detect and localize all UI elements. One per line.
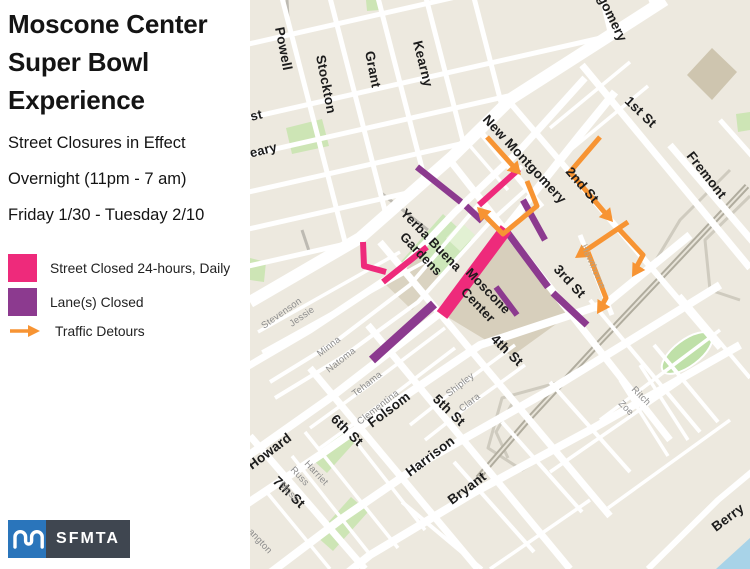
street-f2-minor-6 — [566, 84, 650, 154]
street-7th-st — [247, 433, 368, 569]
page-title-line: Experience — [8, 85, 145, 116]
street-sutter — [240, 0, 681, 49]
yerba-buena-lawn — [446, 222, 475, 251]
street-market-st — [246, 0, 669, 308]
lane-closed-mission-a — [414, 164, 464, 205]
detour-howard-hawthorne-arrowhead — [575, 244, 590, 258]
lane-closed-mission-b — [463, 203, 485, 224]
street-minor-4 — [500, 420, 584, 514]
detour-2nd-folsom-arrowhead — [632, 262, 646, 277]
detour-new-montgomery-arrowhead — [506, 160, 521, 175]
legend-item-lane-closed: Lane(s) Closed — [8, 288, 248, 316]
sfmta-wordmark: SFMTA — [46, 520, 130, 558]
street-4th-st — [377, 239, 613, 519]
street-minor-2 — [652, 343, 720, 424]
closed-minna — [476, 166, 522, 208]
detour-2nd-folsom — [615, 225, 646, 270]
street-tehama-st — [308, 326, 447, 430]
detour-2nd-upper-arrowhead — [598, 207, 613, 222]
detour-uturn-3rd — [482, 180, 540, 237]
map-canvas: PowellStocktonGrantKearnyMontgomeryNew M… — [191, 0, 750, 569]
street-natoma-st — [273, 184, 532, 400]
lane-closed-3rd-a — [504, 229, 551, 290]
street-f2-minor-4 — [489, 498, 591, 569]
street-moss-st — [290, 454, 370, 554]
street-langton-st — [263, 488, 332, 569]
closed-mission-west — [381, 244, 429, 285]
street-f2-minor-1 — [598, 328, 722, 422]
street-3rd-st — [427, 132, 673, 443]
legend-item-street-closed: Street Closed 24-hours, Daily — [8, 254, 248, 282]
street-minor-5 — [452, 460, 536, 554]
legend-label: Traffic Detours — [55, 323, 145, 339]
street-zoe-st — [618, 379, 670, 457]
detour-howard-hawthorne — [580, 219, 630, 256]
freeway-ramp-1 — [703, 194, 750, 302]
subtitle-closures: Street Closures in Effect — [8, 133, 186, 152]
legend-item-detours: Traffic Detours — [8, 322, 248, 340]
street-closed-swatch — [8, 254, 37, 282]
sfmta-logo: SFMTA — [8, 520, 130, 558]
street-mission-st — [243, 75, 588, 372]
legend-label: Lane(s) Closed — [50, 294, 144, 310]
freeway-inner — [477, 185, 748, 479]
street-folsom-st — [242, 231, 693, 509]
street-bryant-st — [267, 341, 742, 569]
street-5th-st — [365, 322, 573, 569]
lane-closed-3rd-c — [493, 285, 520, 317]
info-panel: Moscone Center Super Bowl Experience Str… — [0, 0, 250, 569]
street-f2-minor-3 — [606, 418, 732, 510]
detour-arrow-icon — [10, 325, 40, 337]
lane-closed-3rd-north — [520, 198, 548, 242]
detour-new-montgomery — [485, 135, 515, 168]
street-closure-map: PowellStocktonGrantKearnyMontgomeryNew M… — [191, 0, 750, 569]
page-title-line: Moscone Center — [8, 9, 208, 39]
street-f2-minor-2 — [549, 380, 681, 474]
water — [716, 538, 750, 569]
subtitle-hours: Overnight (11pm - 7 am) — [8, 169, 187, 188]
street-stevenson-st — [257, 250, 401, 334]
street-shipley-st — [408, 343, 517, 427]
freeway-ramp-2 — [648, 168, 732, 271]
top-park — [366, 0, 380, 11]
street-minor-6 — [400, 500, 484, 569]
right-edge-park — [736, 112, 750, 132]
lane-closed-swatch — [8, 288, 37, 316]
detour-2nd-upper — [567, 135, 608, 216]
street-minor-1 — [588, 298, 702, 434]
muni-worm-icon — [8, 520, 46, 558]
subtitle-dates: Friday 1/30 - Tuesday 2/10 — [8, 205, 205, 224]
street-6th-st — [307, 365, 481, 569]
northeast-building — [687, 48, 737, 100]
street-fremont-st — [667, 142, 750, 253]
legend-label: Street Closed 24-hours, Daily — [50, 260, 231, 276]
street-f2-minor-5 — [548, 60, 632, 130]
street-berry-st — [645, 462, 750, 569]
map-label-grant: Grant — [362, 50, 384, 89]
street-ritch-st — [638, 364, 690, 441]
street-beale-st — [718, 118, 750, 167]
street-minor-7 — [678, 293, 750, 380]
lane-closed-3rd-b — [550, 290, 590, 328]
street-clementina-st — [318, 346, 457, 450]
legend: Street Closed 24-hours, Daily Lane(s) Cl… — [8, 254, 248, 346]
detour-hawthorne-arrowhead — [597, 299, 611, 314]
street-harrison-st — [242, 281, 723, 569]
closed-howard — [436, 225, 512, 319]
page-title-line: Super Bowl — [8, 47, 150, 78]
lane-closed-howard-west — [368, 300, 438, 364]
street-clara-st — [423, 363, 527, 442]
closed-elbow — [360, 241, 387, 275]
detour-uturn-3rd-arrowhead — [477, 207, 492, 222]
